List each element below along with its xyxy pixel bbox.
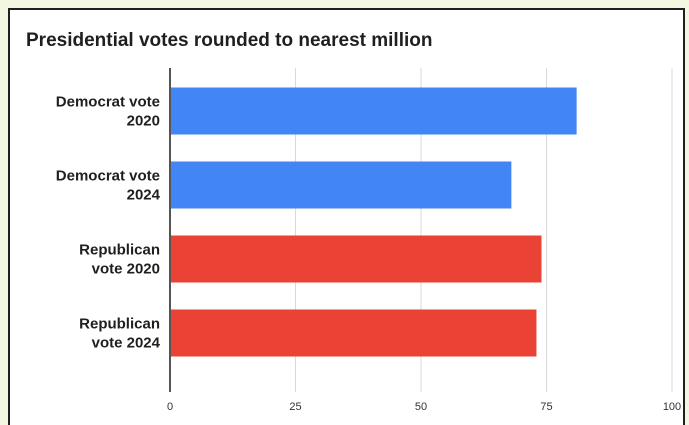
category-label-0-line-0: Democrat vote: [56, 94, 160, 111]
x-tick-label-0: 0: [167, 401, 173, 413]
category-label-2-line-0: Republican: [79, 242, 160, 259]
x-tick-label-4: 100: [663, 401, 681, 413]
category-label-0-line-1: 2020: [127, 113, 160, 130]
bar-2: [170, 235, 542, 283]
category-label-1-line-1: 2024: [127, 187, 161, 204]
bar-3: [170, 309, 537, 357]
bar-0: [170, 87, 577, 135]
category-labels: Democrat vote 2020 Democrat vote 2024 Republ…: [56, 94, 161, 352]
x-tick-label-1: 25: [289, 401, 301, 413]
x-tick-label-2: 50: [415, 401, 427, 413]
category-label-1-line-0: Democrat vote: [56, 168, 160, 185]
category-label-3-line-1: vote 2024: [92, 335, 161, 352]
chart-title: Presidential votes rounded to nearest mi…: [26, 30, 433, 51]
x-tick-label-3: 75: [540, 401, 552, 413]
x-tick-labels: 0 25 50 75 100: [167, 401, 681, 413]
bar-1: [170, 161, 512, 209]
bars: [170, 87, 577, 357]
category-label-2-line-1: vote 2020: [92, 261, 160, 278]
category-label-3-line-0: Republican: [79, 316, 160, 333]
